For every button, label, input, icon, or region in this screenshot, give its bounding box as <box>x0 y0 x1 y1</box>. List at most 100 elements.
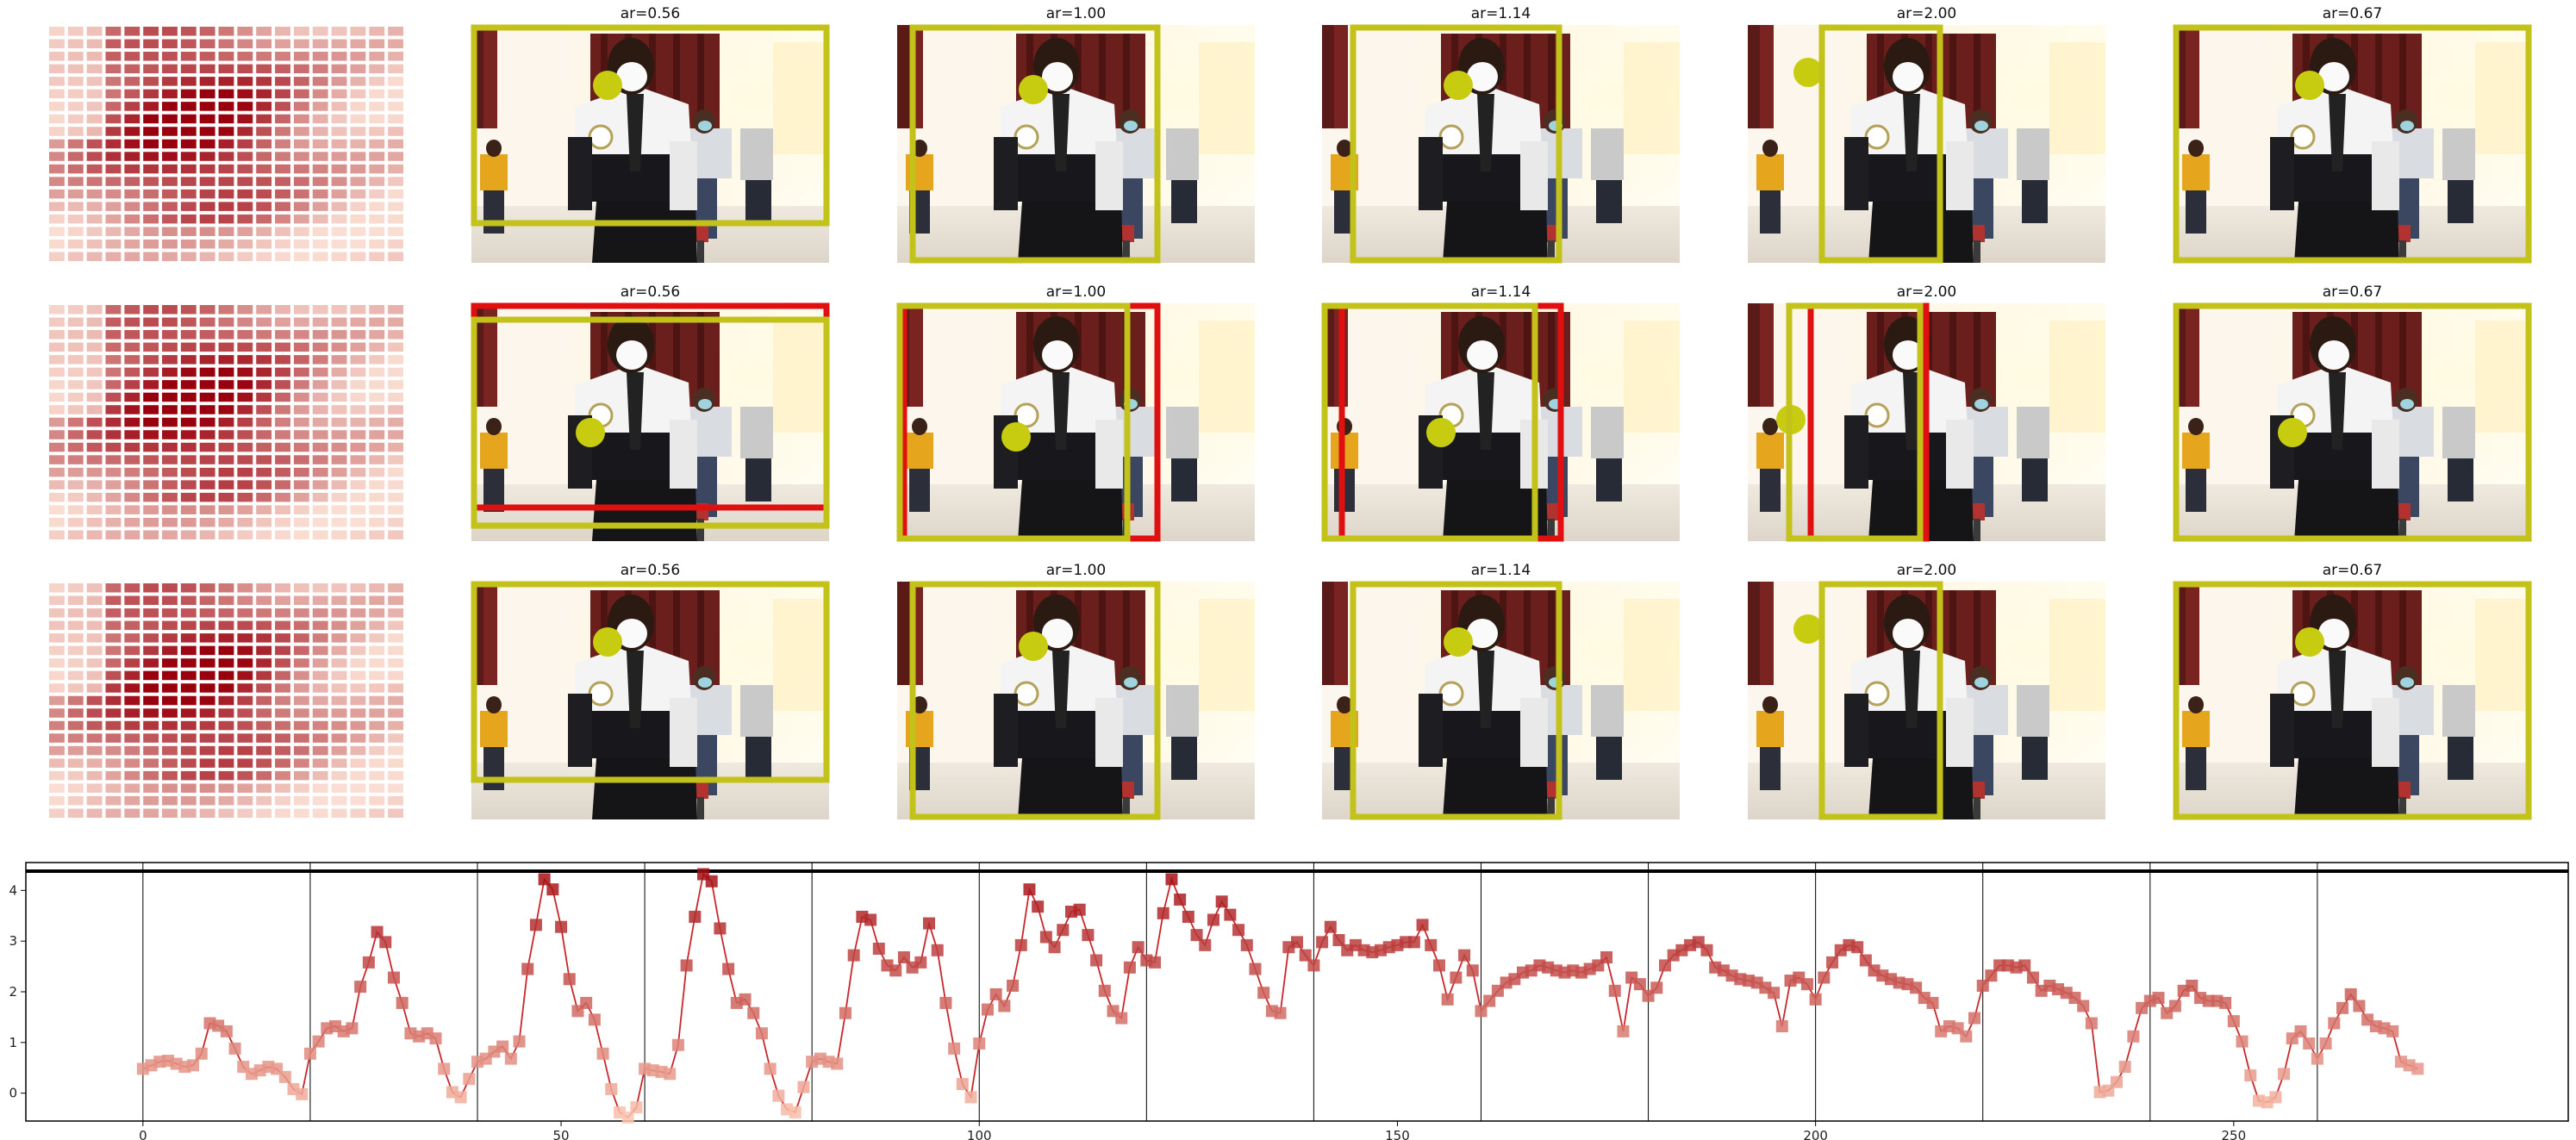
heatmap-cell <box>86 64 103 74</box>
heatmap-cell <box>369 39 385 49</box>
heatmap-cell <box>105 152 122 161</box>
heatmap-cell <box>369 808 385 818</box>
heatmap-cell <box>237 645 253 656</box>
heatmap-cell <box>105 517 122 527</box>
heatmap-cell <box>105 608 122 618</box>
heatmap-cell <box>331 417 347 427</box>
heatmap-cell <box>124 795 140 806</box>
heatmap-cell <box>124 595 140 606</box>
data-point <box>689 910 702 923</box>
heatmap-cell <box>143 633 159 643</box>
heatmap-cell <box>218 595 234 606</box>
heatmap-cell <box>256 139 272 149</box>
data-point <box>755 1027 768 1040</box>
heatmap-cell <box>124 633 140 643</box>
heatmap-cell <box>86 214 103 224</box>
heatmap-cell <box>105 330 122 340</box>
heatmap-cell <box>312 227 328 236</box>
heatmap-cell <box>86 595 103 606</box>
heatmap-cell <box>331 330 347 340</box>
heatmap-cell <box>124 720 140 731</box>
heatmap-cell <box>369 530 385 539</box>
heatmap-cell <box>199 517 215 527</box>
heatmap-cell <box>256 39 272 49</box>
heatmap-cell <box>312 808 328 818</box>
keypoint-dot <box>593 71 622 100</box>
heatmap-cell <box>124 608 140 618</box>
heatmap-cell <box>143 608 159 618</box>
heatmap-cell <box>331 227 347 236</box>
heatmap-cell <box>180 252 196 261</box>
heatmap-cell <box>331 367 347 377</box>
heatmap-cell <box>67 467 84 477</box>
heatmap-cell <box>49 405 65 414</box>
heatmap-cell <box>162 608 178 618</box>
photo-panel-r3-c2: ar=0.56 <box>470 562 831 821</box>
heatmap-cell <box>199 342 215 352</box>
data-point <box>371 925 384 938</box>
heatmap-cell <box>180 442 196 452</box>
heatmap-cell <box>86 455 103 464</box>
heatmap-cell <box>293 658 309 668</box>
heatmap-cell <box>331 695 347 706</box>
yellow-bounding-box <box>471 581 830 783</box>
heatmap-cell <box>350 252 366 261</box>
heatmap-cell <box>218 177 234 186</box>
heatmap-cell <box>275 517 290 527</box>
data-point <box>914 956 927 969</box>
heatmap-cell <box>369 127 385 136</box>
heatmap-cell <box>49 505 65 514</box>
heatmap-cell <box>293 305 309 315</box>
heatmap-cell <box>180 317 196 327</box>
heatmap-cell <box>237 620 253 631</box>
heatmap-cell <box>162 380 178 389</box>
photo-panel-r2-c2: ar=0.56 <box>470 283 831 543</box>
heatmap-cell <box>369 177 385 186</box>
heatmap-cell <box>218 645 234 656</box>
heatmap-cell <box>256 214 272 224</box>
heatmap-cell <box>218 783 234 793</box>
heatmap-cell <box>199 467 215 477</box>
heatmap-cell <box>105 492 122 502</box>
heatmap-cell <box>275 239 290 249</box>
heatmap-cell <box>237 530 253 539</box>
panel-title: ar=0.56 <box>621 5 681 22</box>
heatmap-cell <box>312 505 328 514</box>
heatmap-cell <box>293 342 309 352</box>
heatmap-cell <box>218 127 234 136</box>
heatmap-cell <box>237 733 253 743</box>
panel-title: ar=0.67 <box>2323 283 2383 301</box>
heatmap-cell <box>218 480 234 489</box>
heatmap-cell <box>293 720 309 731</box>
heatmap-cell <box>180 683 196 693</box>
heatmap-cell <box>105 808 122 818</box>
heatmap-cell <box>388 177 403 186</box>
heatmap-cell <box>331 27 347 36</box>
heatmap-cell <box>275 214 290 224</box>
x-tick-label: 200 <box>1803 1128 1828 1140</box>
heatmap-cell <box>331 505 347 514</box>
heatmap-cell <box>275 583 290 593</box>
heatmap-cell <box>388 39 403 49</box>
heatmap-cell <box>67 252 84 261</box>
heatmap-cell <box>218 355 234 364</box>
data-point <box>664 1068 677 1081</box>
data-point <box>1165 873 1178 886</box>
heatmap-cell <box>350 189 366 199</box>
data-point <box>2311 1052 2323 1065</box>
heatmap-cell <box>199 430 215 439</box>
heatmap-cell <box>293 430 309 439</box>
data-point <box>1224 908 1237 921</box>
heatmap-cell <box>293 164 309 174</box>
heatmap-cell <box>237 152 253 161</box>
heatmap-cell <box>388 695 403 706</box>
heatmap-cell <box>105 89 122 99</box>
heatmap-cell <box>199 77 215 86</box>
heatmap-cell <box>369 405 385 414</box>
heatmap-cell <box>105 430 122 439</box>
heatmap-cell <box>162 620 178 631</box>
data-point <box>1115 1012 1128 1025</box>
heatmap-cell <box>388 455 403 464</box>
keypoint-dot <box>2278 418 2307 447</box>
heatmap-cell <box>331 239 347 249</box>
